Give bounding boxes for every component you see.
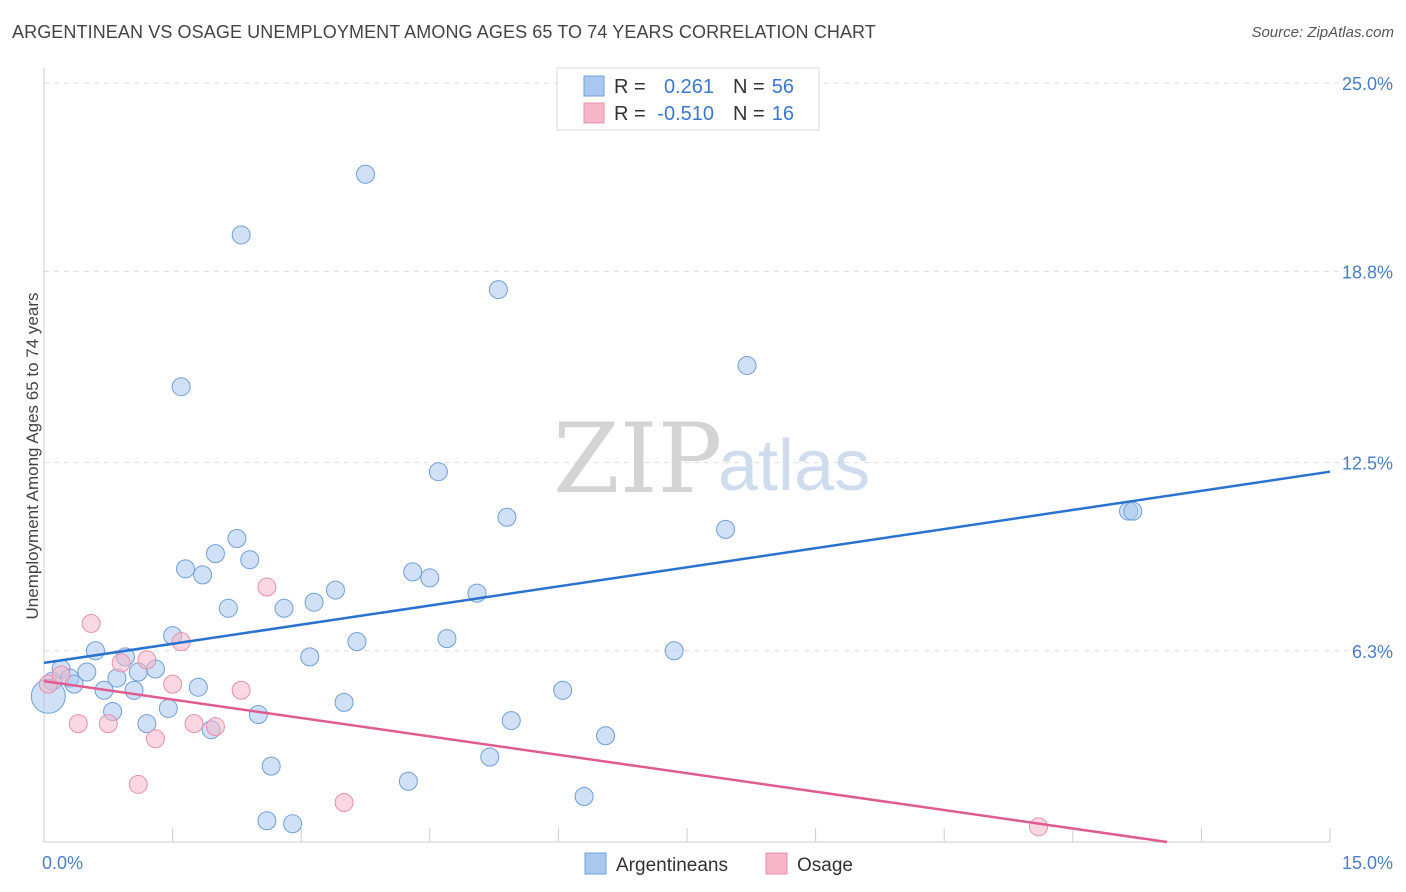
point-argentineans-26 xyxy=(248,705,268,725)
legend-swatch-osage xyxy=(583,102,605,124)
point-argentineans-45 xyxy=(497,507,517,527)
y-tick-label-3: 25.0% xyxy=(1342,74,1393,94)
legend-r-label-argentineans: R = xyxy=(614,76,646,98)
point-osage-4 xyxy=(98,714,118,734)
point-argentineans-36 xyxy=(356,164,375,184)
legend-n-value-osage: 16 xyxy=(772,103,794,125)
point-argentineans-32 xyxy=(304,592,324,612)
legend-r-label-osage: R = xyxy=(614,103,646,125)
point-osage-9 xyxy=(163,674,183,694)
point-argentineans-29 xyxy=(274,598,294,618)
legend-n-value-argentineans: 56 xyxy=(772,76,794,98)
point-osage-7 xyxy=(137,650,157,670)
point-argentineans-19 xyxy=(193,565,213,585)
point-argentineans-34 xyxy=(334,692,354,712)
point-argentineans-46 xyxy=(501,711,521,731)
point-argentineans-12 xyxy=(137,714,157,734)
point-argentineans-25 xyxy=(240,550,260,570)
y-axis-label: Unemployment Among Ages 65 to 74 years xyxy=(23,293,42,620)
point-argentineans-21 xyxy=(205,544,225,564)
correlation-legend: R = 0.261 N = 56 R = -0.510 N = 16 xyxy=(556,67,820,131)
point-osage-3 xyxy=(81,613,101,633)
point-argentineans-28 xyxy=(261,756,281,776)
point-argentineans-52 xyxy=(737,355,757,375)
point-argentineans-30 xyxy=(283,814,303,834)
bottom-legend-swatch-osage xyxy=(765,852,788,875)
series-legend: Argentineans Osage xyxy=(584,852,853,876)
point-argentineans-17 xyxy=(175,559,195,579)
point-argentineans-48 xyxy=(574,786,594,806)
legend-n-label-osage: N = xyxy=(733,103,765,125)
point-argentineans-18 xyxy=(188,677,208,697)
point-osage-16 xyxy=(1029,817,1049,837)
point-osage-2 xyxy=(68,714,88,734)
point-argentineans-51 xyxy=(716,519,736,539)
x-tick-label-max: 15.0% xyxy=(1342,853,1393,873)
point-osage-8 xyxy=(145,729,165,749)
y-tick-label-2: 18.8% xyxy=(1342,262,1393,282)
point-argentineans-4 xyxy=(77,662,97,682)
watermark: ZIP atlas xyxy=(553,403,870,515)
point-argentineans-10 xyxy=(124,680,144,700)
bottom-legend-label-osage: Osage xyxy=(797,855,853,876)
point-argentineans-49 xyxy=(596,726,616,746)
point-argentineans-23 xyxy=(227,528,247,548)
point-osage-15 xyxy=(334,793,354,813)
bottom-legend-swatch-argentineans xyxy=(584,852,607,875)
point-argentineans-22 xyxy=(218,598,238,618)
point-argentineans-47 xyxy=(553,680,573,700)
point-argentineans-40 xyxy=(428,462,448,482)
trend-line-osage xyxy=(43,679,1168,844)
point-argentineans-16 xyxy=(171,377,191,397)
point-argentineans-33 xyxy=(325,580,345,600)
point-osage-6 xyxy=(128,774,148,794)
y-tick-label-1: 12.5% xyxy=(1342,454,1393,474)
y-tick-labels: 6.3% 12.5% 18.8% 25.0% xyxy=(1342,74,1393,662)
point-argentineans-24 xyxy=(231,225,251,245)
point-argentineans-37 xyxy=(398,771,418,791)
legend-swatch-argentineans xyxy=(583,75,605,97)
point-argentineans-50 xyxy=(664,641,684,661)
source-label: Source: ZipAtlas.com xyxy=(1251,24,1394,41)
point-osage-13 xyxy=(231,680,251,700)
watermark-atlas: atlas xyxy=(718,426,870,506)
point-argentineans-38 xyxy=(403,562,423,582)
chart-title: ARGENTINEAN VS OSAGE UNEMPLOYMENT AMONG … xyxy=(12,22,876,42)
point-osage-1 xyxy=(51,665,71,685)
grid-lines xyxy=(44,82,1392,652)
bottom-legend-label-argentineans: Argentineans xyxy=(616,855,728,876)
point-argentineans-31 xyxy=(300,647,320,667)
point-argentineans-39 xyxy=(420,568,440,588)
point-argentineans-44 xyxy=(488,280,508,300)
point-argentineans-41 xyxy=(437,629,457,649)
points-layer xyxy=(30,164,1143,837)
point-osage-11 xyxy=(184,714,204,734)
point-argentineans-54 xyxy=(1123,501,1143,521)
point-argentineans-27 xyxy=(257,811,277,831)
x-tick-label-min: 0.0% xyxy=(42,853,83,873)
trend-layer xyxy=(43,470,1331,844)
y-tick-label-0: 6.3% xyxy=(1352,642,1393,662)
point-argentineans-43 xyxy=(480,747,500,767)
legend-r-value-argentineans: 0.261 xyxy=(664,76,714,98)
point-argentineans-35 xyxy=(347,632,367,652)
legend-r-value-osage: -0.510 xyxy=(657,103,714,125)
x-ticks xyxy=(172,828,1331,842)
watermark-zip: ZIP xyxy=(553,403,722,515)
point-argentineans-14 xyxy=(158,698,178,718)
point-osage-12 xyxy=(205,717,225,737)
point-osage-5 xyxy=(111,653,131,673)
trend-line-argentineans xyxy=(43,470,1331,665)
legend-n-label-argentineans: N = xyxy=(733,76,765,98)
point-osage-14 xyxy=(257,577,277,597)
